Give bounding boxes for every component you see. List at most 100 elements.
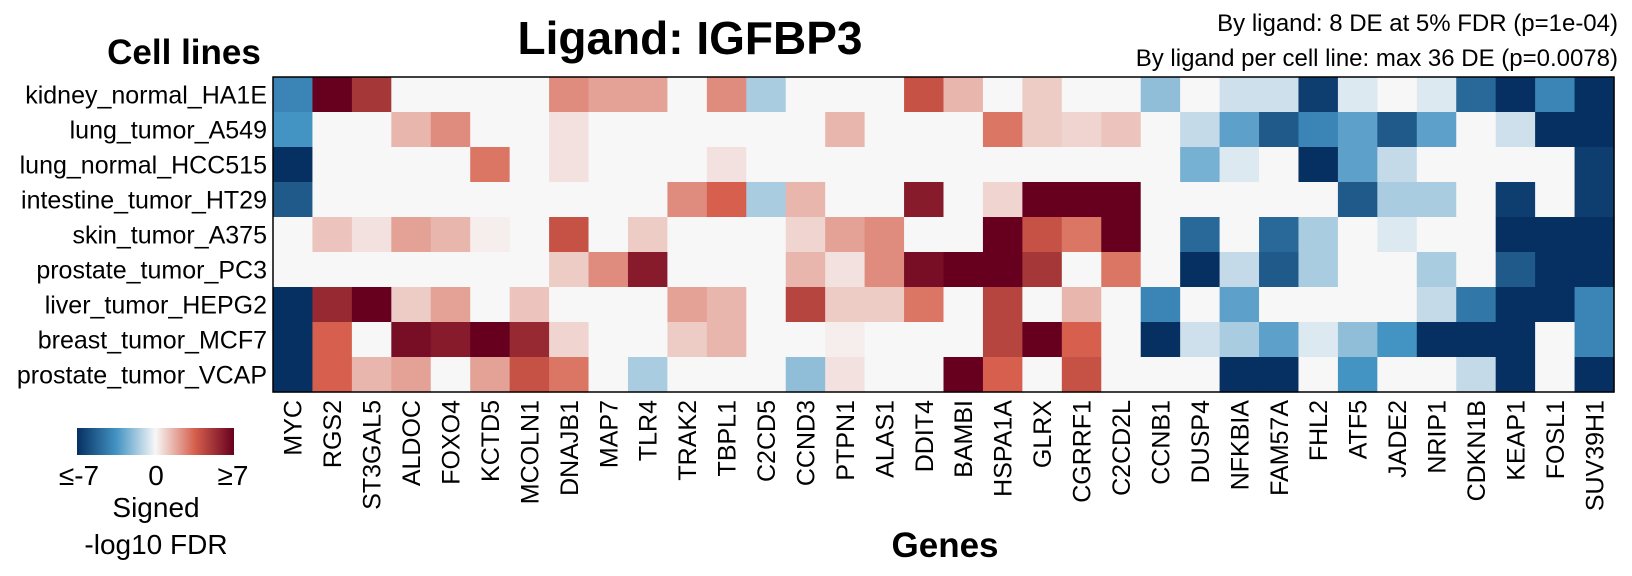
heatmap-cell <box>1495 217 1536 253</box>
heatmap-cell <box>1140 357 1181 393</box>
heatmap-cell <box>1535 147 1576 183</box>
heatmap-cell <box>1219 182 1260 218</box>
heatmap-cell <box>1259 147 1300 183</box>
heatmap-cell <box>1456 252 1497 288</box>
heatmap-cell <box>1416 112 1457 148</box>
heatmap-cell <box>509 112 550 148</box>
column-label: HSPA1A <box>990 400 1018 497</box>
heatmap-cell <box>1101 322 1142 358</box>
heatmap-cell <box>825 322 866 358</box>
heatmap-cell <box>430 217 471 253</box>
heatmap-cell <box>470 322 511 358</box>
heatmap-cell <box>746 252 787 288</box>
heatmap-cell <box>549 182 590 218</box>
heatmap-cell <box>549 112 590 148</box>
column-label: BAMBI <box>950 400 978 478</box>
heatmap-cell <box>470 112 511 148</box>
heatmap-cell <box>391 112 432 148</box>
heatmap-cell <box>588 357 629 393</box>
heatmap-cell <box>1101 252 1142 288</box>
heatmap-cell <box>982 357 1023 393</box>
heatmap-cell <box>391 182 432 218</box>
heatmap-cell <box>1180 322 1221 358</box>
column-label: CCNB1 <box>1147 400 1175 485</box>
heatmap-cell <box>864 147 905 183</box>
heatmap-cell <box>351 182 392 218</box>
heatmap-cell <box>1377 287 1418 323</box>
heatmap-cell <box>273 357 314 393</box>
heatmap-cell <box>391 217 432 253</box>
heatmap-cell <box>904 217 945 253</box>
heatmap-cell <box>1298 182 1339 218</box>
heatmap-cell <box>588 112 629 148</box>
heatmap-cell <box>1219 322 1260 358</box>
heatmap-cell <box>351 322 392 358</box>
heatmap-cell <box>1535 112 1576 148</box>
column-label: FOSL1 <box>1542 400 1570 479</box>
heatmap-cell <box>1456 147 1497 183</box>
heatmap-cell <box>1574 252 1615 288</box>
heatmap-cell <box>746 147 787 183</box>
row-label: lung_normal_HCC515 <box>20 152 267 180</box>
heatmap-cell <box>1377 322 1418 358</box>
heatmap-cell <box>943 322 984 358</box>
heatmap-cell <box>1022 217 1063 253</box>
heatmap-cell <box>549 287 590 323</box>
heatmap-cell <box>982 182 1023 218</box>
heatmap-cell <box>667 182 708 218</box>
heatmap-cell <box>1061 322 1102 358</box>
column-label: MCOLN1 <box>516 400 544 504</box>
heatmap-cell <box>825 357 866 393</box>
heatmap-cell <box>982 147 1023 183</box>
heatmap-cell <box>549 217 590 253</box>
heatmap-cell <box>312 182 353 218</box>
heatmap-cell <box>1535 77 1576 113</box>
heatmap-cell <box>785 287 826 323</box>
heatmap-cell <box>982 112 1023 148</box>
heatmap-cell <box>1535 252 1576 288</box>
heatmap-cell <box>391 357 432 393</box>
row-label: prostate_tumor_VCAP <box>17 362 267 390</box>
heatmap-cell <box>1574 182 1615 218</box>
heatmap-cell <box>312 77 353 113</box>
heatmap-cell <box>1180 112 1221 148</box>
heatmap-cell <box>549 322 590 358</box>
heatmap-cell <box>706 147 747 183</box>
heatmap-cell <box>430 77 471 113</box>
heatmap-cell <box>1219 357 1260 393</box>
heatmap-cell <box>785 182 826 218</box>
heatmap-cell <box>351 112 392 148</box>
heatmap-cell <box>904 182 945 218</box>
heatmap-cell <box>430 112 471 148</box>
heatmap-cell <box>706 357 747 393</box>
heatmap-cell <box>1377 357 1418 393</box>
heatmap-cell <box>982 322 1023 358</box>
heatmap-cell <box>667 287 708 323</box>
heatmap-cell <box>1337 252 1378 288</box>
heatmap-cell <box>825 112 866 148</box>
heatmap-cell <box>1495 77 1536 113</box>
heatmap-cell <box>1259 112 1300 148</box>
heatmap-cell <box>1022 287 1063 323</box>
heatmap-cell <box>1416 182 1457 218</box>
heatmap-cell <box>1140 112 1181 148</box>
heatmap-cell <box>706 217 747 253</box>
heatmap-cell <box>470 252 511 288</box>
heatmap-cell <box>351 252 392 288</box>
heatmap-cell <box>470 357 511 393</box>
heatmap-cell <box>943 147 984 183</box>
heatmap-cell <box>667 322 708 358</box>
heatmap-cell <box>1061 357 1102 393</box>
heatmap-cell <box>509 77 550 113</box>
heatmap-cell <box>549 77 590 113</box>
heatmap-cell <box>1416 252 1457 288</box>
heatmap-cell <box>391 322 432 358</box>
heatmap-cell <box>864 182 905 218</box>
heatmap-cell <box>1140 252 1181 288</box>
heatmap-cell <box>1259 322 1300 358</box>
heatmap-cell <box>1022 357 1063 393</box>
heatmap-cell <box>1456 112 1497 148</box>
heatmap-cell <box>1456 217 1497 253</box>
heatmap-cell <box>273 322 314 358</box>
heatmap-cell <box>1061 252 1102 288</box>
